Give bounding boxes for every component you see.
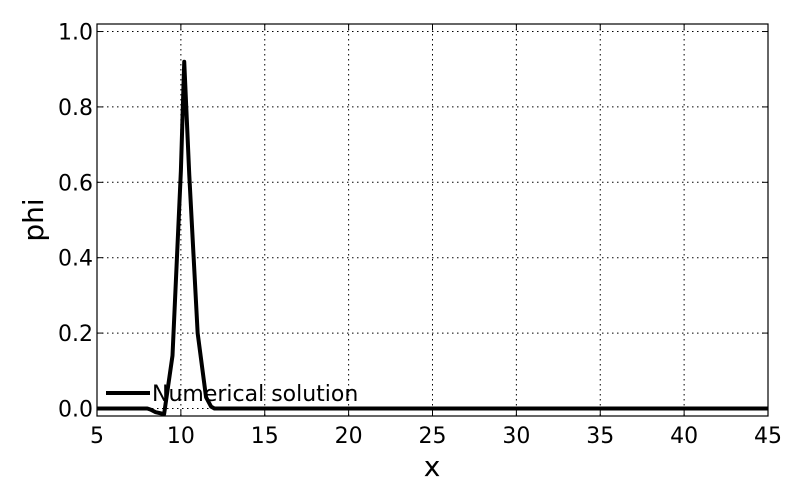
legend-label-numerical-solution: Numerical solution <box>152 382 358 407</box>
x-tick-label: 5 <box>90 424 104 449</box>
x-tick-labels: 5 10 15 20 25 30 35 40 45 <box>90 424 782 449</box>
x-axis-label: x <box>424 450 441 483</box>
x-tick-label: 35 <box>586 424 614 449</box>
x-tick-label: 45 <box>754 424 782 449</box>
y-tick-labels: 0.0 0.2 0.4 0.6 0.8 1.0 <box>58 21 93 423</box>
y-tick-label: 0.8 <box>58 96 93 121</box>
y-tick-label: 0.6 <box>58 171 93 196</box>
x-tick-label: 10 <box>167 424 195 449</box>
x-tick-label: 30 <box>502 424 530 449</box>
series-layer <box>97 59 768 417</box>
axis-ticks <box>96 24 769 416</box>
x-tick-label: 15 <box>251 424 279 449</box>
x-tick-label: 25 <box>419 424 447 449</box>
y-tick-label: 0.2 <box>58 322 93 347</box>
y-axis-label: phi <box>17 198 50 241</box>
y-tick-label: 1.0 <box>58 21 93 46</box>
x-tick-label: 20 <box>335 424 363 449</box>
grid <box>97 24 768 416</box>
y-tick-label: 0.4 <box>58 247 93 272</box>
legend: Numerical solution <box>106 382 358 407</box>
y-tick-label: 0.0 <box>58 397 93 422</box>
series-line-numerical-solution <box>97 59 768 417</box>
x-tick-label: 40 <box>670 424 698 449</box>
